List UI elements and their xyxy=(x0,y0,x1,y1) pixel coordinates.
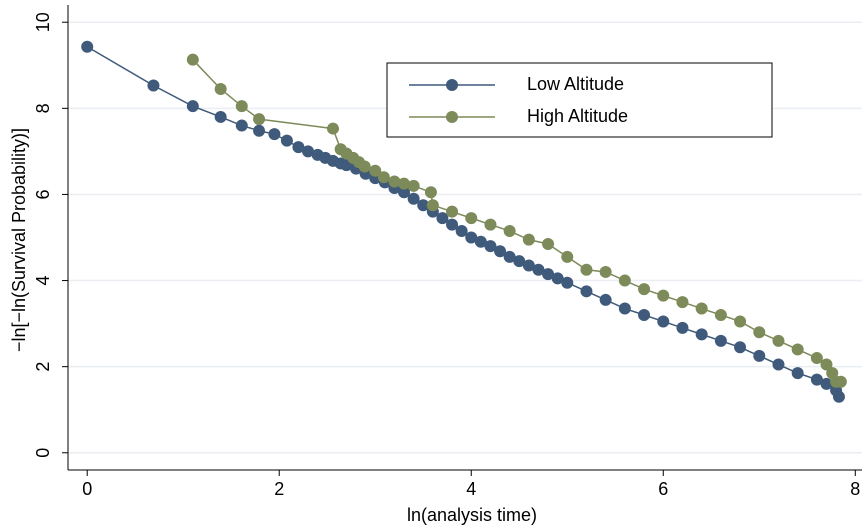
y-tick-label: 4 xyxy=(33,276,53,286)
point xyxy=(657,315,670,328)
point xyxy=(436,212,449,225)
point xyxy=(561,276,574,289)
point xyxy=(417,199,430,212)
point xyxy=(426,199,439,212)
point xyxy=(388,175,401,188)
legend-box xyxy=(386,62,773,138)
y-tick-label: 10 xyxy=(33,12,53,32)
point xyxy=(280,134,293,147)
point xyxy=(81,40,94,53)
point xyxy=(791,367,804,380)
point xyxy=(551,272,564,285)
x-tick-label: 0 xyxy=(82,479,92,499)
point xyxy=(484,218,497,231)
point xyxy=(446,218,459,231)
point xyxy=(513,255,526,268)
point xyxy=(695,302,708,315)
point xyxy=(446,205,459,218)
point xyxy=(772,358,785,371)
point xyxy=(522,233,535,246)
point xyxy=(503,225,516,238)
point xyxy=(369,164,382,177)
x-tick-label: 6 xyxy=(658,479,668,499)
point xyxy=(657,289,670,302)
legend-marker xyxy=(446,79,458,91)
legend-label: Low Altitude xyxy=(527,74,624,94)
point xyxy=(820,377,833,390)
point xyxy=(791,343,804,356)
point xyxy=(494,245,507,258)
point xyxy=(186,53,199,66)
point xyxy=(377,171,390,184)
point xyxy=(834,375,847,388)
point xyxy=(522,259,535,272)
point xyxy=(676,296,689,309)
point xyxy=(753,326,766,339)
point xyxy=(580,285,593,298)
point xyxy=(214,110,227,123)
legend-marker xyxy=(446,111,458,123)
point xyxy=(734,341,747,354)
y-axis-title: −ln[−ln(Survival Probability)] xyxy=(9,128,29,352)
point xyxy=(398,177,411,190)
point xyxy=(484,240,497,253)
x-tick-label: 8 xyxy=(850,479,860,499)
point xyxy=(292,141,305,154)
point xyxy=(398,186,411,199)
y-tick-label: 0 xyxy=(33,448,53,458)
point xyxy=(772,334,785,347)
point xyxy=(542,237,555,250)
point xyxy=(302,145,315,158)
point xyxy=(542,268,555,281)
point xyxy=(214,82,227,95)
point xyxy=(503,250,516,263)
point xyxy=(618,274,631,287)
point xyxy=(147,79,160,92)
point xyxy=(253,113,266,126)
point xyxy=(676,321,689,334)
point xyxy=(407,192,420,205)
point xyxy=(532,263,545,276)
point xyxy=(714,334,727,347)
point xyxy=(407,179,420,192)
point xyxy=(734,315,747,328)
point xyxy=(424,186,437,199)
point xyxy=(561,250,574,263)
point xyxy=(695,328,708,341)
point xyxy=(358,160,371,173)
point xyxy=(618,302,631,315)
point xyxy=(714,309,727,321)
point xyxy=(268,128,281,141)
point xyxy=(253,124,266,137)
point xyxy=(465,212,478,225)
point xyxy=(580,263,593,276)
point xyxy=(186,100,199,113)
point xyxy=(465,231,478,244)
point xyxy=(638,283,651,296)
x-tick-label: 2 xyxy=(274,479,284,499)
point xyxy=(599,293,612,306)
point xyxy=(753,349,766,362)
point xyxy=(810,373,823,386)
point xyxy=(235,100,248,113)
point xyxy=(235,119,248,132)
legend-label: High Altitude xyxy=(527,106,628,126)
point xyxy=(832,390,845,403)
point xyxy=(474,235,487,248)
point xyxy=(820,358,833,371)
x-axis-title: ln(analysis time) xyxy=(407,505,537,525)
y-tick-label: 6 xyxy=(33,189,53,199)
point xyxy=(455,225,468,238)
point xyxy=(638,309,651,321)
point xyxy=(326,122,339,135)
y-tick-label: 8 xyxy=(33,103,53,113)
point xyxy=(810,352,823,365)
x-tick-label: 4 xyxy=(466,479,476,499)
y-tick-label: 2 xyxy=(33,362,53,372)
point xyxy=(599,265,612,278)
